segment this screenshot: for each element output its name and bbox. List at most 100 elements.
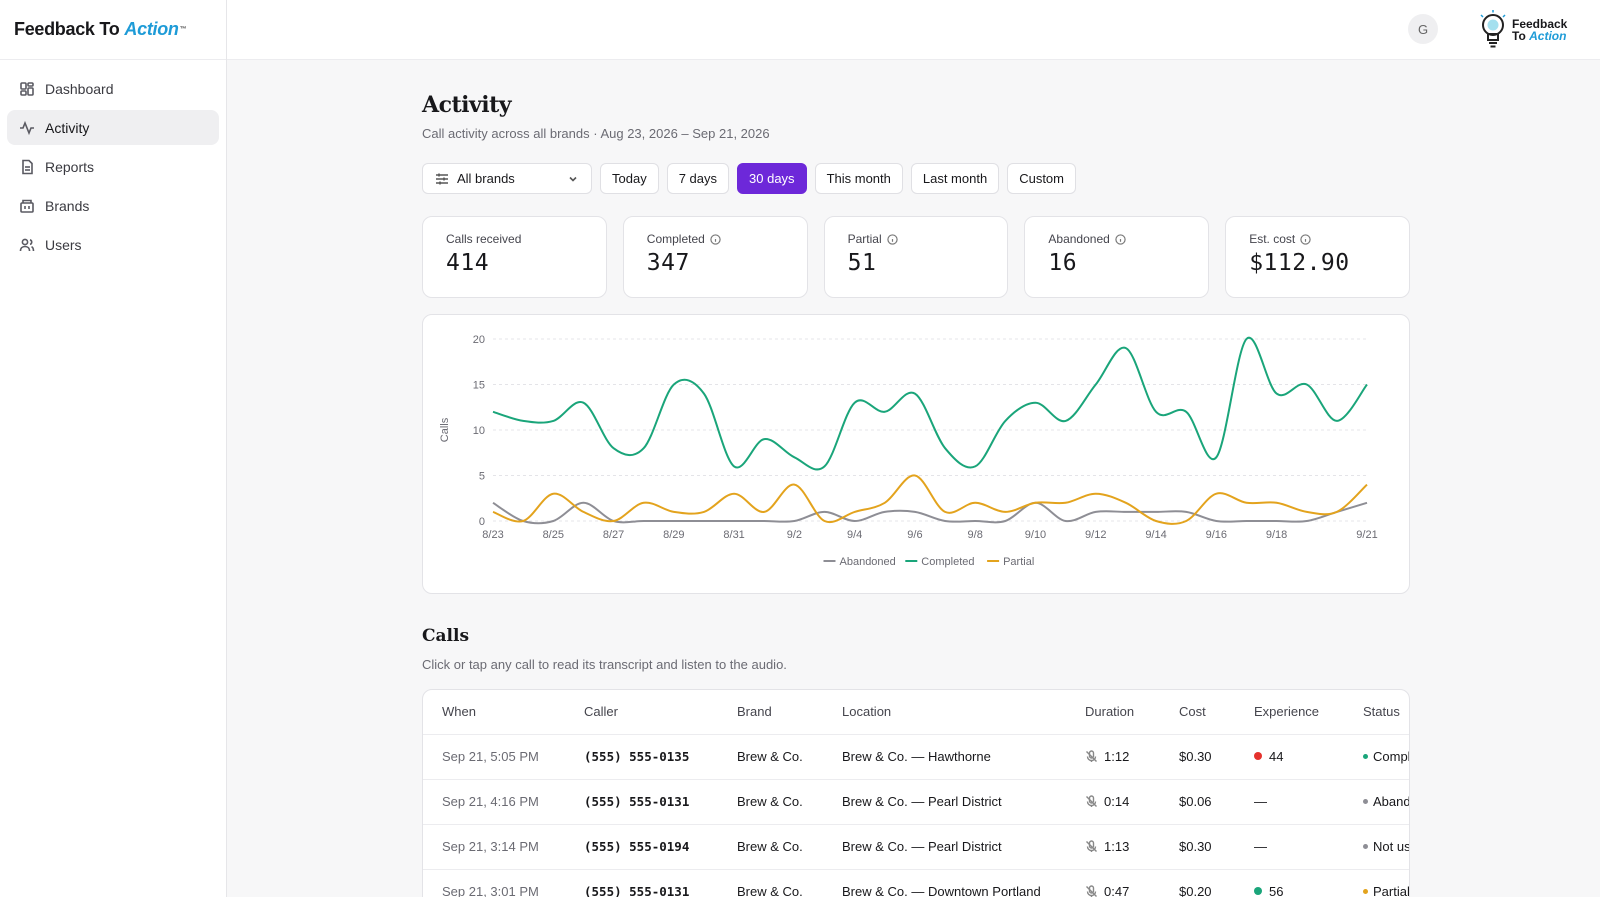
users-icon xyxy=(19,238,35,251)
stat-calls-received: Calls received 414 xyxy=(422,216,607,298)
cell-cost: $0.20 xyxy=(1179,869,1254,897)
column-header-when[interactable]: When xyxy=(423,690,584,735)
logo-line2-part2: Action xyxy=(1529,29,1567,43)
logo-line1: Feedback xyxy=(1512,17,1568,31)
experience-value: — xyxy=(1254,794,1267,809)
column-header-location[interactable]: Location xyxy=(842,690,1085,735)
sidebar-item-dashboard[interactable]: Dashboard xyxy=(7,71,219,106)
mic-off-icon xyxy=(1086,795,1097,807)
cell-experience: — xyxy=(1254,824,1363,870)
series-line-completed xyxy=(492,336,1368,471)
sliders-icon xyxy=(436,173,448,184)
experience-value: 44 xyxy=(1269,749,1284,764)
sidebar-item-label: Dashboard xyxy=(45,80,114,97)
cell-brand: Brew & Co. xyxy=(737,824,842,870)
info-icon[interactable] xyxy=(1115,233,1126,245)
cell-location: Brew & Co. — Downtown Portland xyxy=(842,869,1085,897)
y-tick-label: 10 xyxy=(473,425,485,437)
range-30-days-button[interactable]: 30 days xyxy=(737,163,807,194)
experience-value: — xyxy=(1254,839,1267,854)
info-icon[interactable] xyxy=(710,233,721,245)
logo-text: Feedback To Action xyxy=(1512,18,1567,42)
column-header-cost[interactable]: Cost xyxy=(1179,690,1254,735)
mic-off-icon xyxy=(1086,750,1097,762)
reports-icon xyxy=(22,159,33,174)
cell-caller: (555) 555-0135 xyxy=(584,734,737,780)
activity-chart: 0 5 10 15 20 8/23 8/25 8/27 8/29 8/31 9/2 9/4 9/6 9/8… xyxy=(422,314,1410,594)
status-value: Partial xyxy=(1373,884,1410,897)
brand-select[interactable]: All brands xyxy=(422,163,592,194)
stat-value: 414 xyxy=(446,250,490,276)
cell-cost: $0.06 xyxy=(1179,779,1254,825)
x-tick-label: 8/31 xyxy=(723,529,744,541)
cell-brand: Brew & Co. xyxy=(737,779,842,825)
column-header-duration[interactable]: Duration xyxy=(1085,690,1179,735)
stat-label-text: Est. cost xyxy=(1249,232,1296,246)
app-name-part1: Feedback To xyxy=(14,19,120,39)
cell-location: Brew & Co. — Hawthorne xyxy=(842,734,1085,780)
sidebar-item-brands[interactable]: Brands xyxy=(7,188,219,223)
duration-value: 0:47 xyxy=(1104,884,1130,897)
sidebar-item-label: Activity xyxy=(45,119,90,136)
stat-est-cost: Est. cost $112.90 xyxy=(1225,216,1410,298)
sidebar-item-label: Users xyxy=(45,236,82,253)
legend-label: Abandoned xyxy=(840,556,896,568)
range-last-month-button[interactable]: Last month xyxy=(910,163,1000,194)
cell-when: Sep 21, 5:05 PM xyxy=(423,734,584,780)
sidebar-item-reports[interactable]: Reports xyxy=(7,149,219,184)
page-subtitle: Call activity across all brands · Aug 23… xyxy=(422,126,770,141)
column-header-status[interactable]: Status xyxy=(1363,690,1409,735)
cell-duration: 0:14 xyxy=(1085,779,1179,825)
x-tick-label: 9/2 xyxy=(787,529,802,541)
calls-table: When Caller Brand Location Duration Cost… xyxy=(423,690,1410,897)
stat-completed: Completed 347 xyxy=(622,216,808,298)
range-today-button[interactable]: Today xyxy=(600,163,659,194)
brand-logo: Feedback To Action xyxy=(1478,8,1582,52)
duration-value: 0:14 xyxy=(1104,794,1130,809)
table-row[interactable]: Sep 21, 4:16 PM (555) 555-0131 Brew & Co. B… xyxy=(423,779,1410,825)
table-row[interactable]: Sep 21, 5:05 PM (555) 555-0135 Brew & Co. B… xyxy=(423,734,1409,780)
activity-icon xyxy=(20,120,34,135)
status-dot xyxy=(1363,799,1368,804)
stat-label: Calls received xyxy=(446,232,583,246)
sidebar-item-users[interactable]: Users xyxy=(7,227,219,262)
stat-value: 51 xyxy=(847,250,877,276)
column-header-caller[interactable]: Caller xyxy=(584,690,737,735)
cell-location: Brew & Co. — Pearl District xyxy=(842,824,1085,870)
cell-brand: Brew & Co. xyxy=(737,869,842,897)
table-header-row: When Caller Brand Location Duration Cost… xyxy=(423,690,1409,735)
avatar[interactable]: G xyxy=(1408,14,1438,44)
legend-label: Completed xyxy=(921,556,974,568)
status-value: Abandoned xyxy=(1373,794,1410,809)
info-icon[interactable] xyxy=(886,233,898,245)
y-tick-label: 15 xyxy=(473,380,485,392)
calls-section-title: Calls xyxy=(422,626,470,646)
filter-bar: All brands Today 7 days 30 days This mon… xyxy=(422,163,1410,194)
x-tick-label: 9/21 xyxy=(1356,529,1377,541)
series-line-partial xyxy=(492,474,1368,525)
mic-off-icon xyxy=(1086,840,1097,852)
mic-off-icon xyxy=(1086,885,1097,897)
column-header-experience[interactable]: Experience xyxy=(1254,690,1363,735)
sidebar-item-activity[interactable]: Activity xyxy=(7,110,219,145)
stat-label: Partial xyxy=(848,232,985,246)
cell-cost: $0.30 xyxy=(1179,734,1254,780)
table-row[interactable]: Sep 21, 3:01 PM (555) 555-0131 Brew & Co. B… xyxy=(423,869,1410,897)
stat-label: Est. cost xyxy=(1249,232,1386,246)
series-line-abandoned xyxy=(492,501,1368,525)
stat-value: 16 xyxy=(1048,250,1078,276)
range-7-days-button[interactable]: 7 days xyxy=(666,163,730,194)
cell-duration: 0:47 xyxy=(1085,869,1179,897)
range-custom-button[interactable]: Custom xyxy=(1007,163,1076,194)
column-header-brand[interactable]: Brand xyxy=(737,690,842,735)
app-logo[interactable]: Feedback To Action ™ xyxy=(0,0,226,60)
experience-dot xyxy=(1254,752,1262,760)
info-icon[interactable] xyxy=(1300,233,1311,245)
range-this-month-button[interactable]: This month xyxy=(814,163,903,194)
calls-section-subtitle: Click or tap any call to read its transc… xyxy=(422,657,787,672)
lightbulb-icon xyxy=(1480,10,1506,48)
cell-caller: (555) 555-0131 xyxy=(584,779,737,825)
stat-label: Abandoned xyxy=(1048,232,1185,246)
table-row[interactable]: Sep 21, 3:14 PM (555) 555-0194 Brew & Co. B… xyxy=(423,824,1409,870)
sidebar: Feedback To Action ™ Dashboard Activity … xyxy=(0,0,227,897)
